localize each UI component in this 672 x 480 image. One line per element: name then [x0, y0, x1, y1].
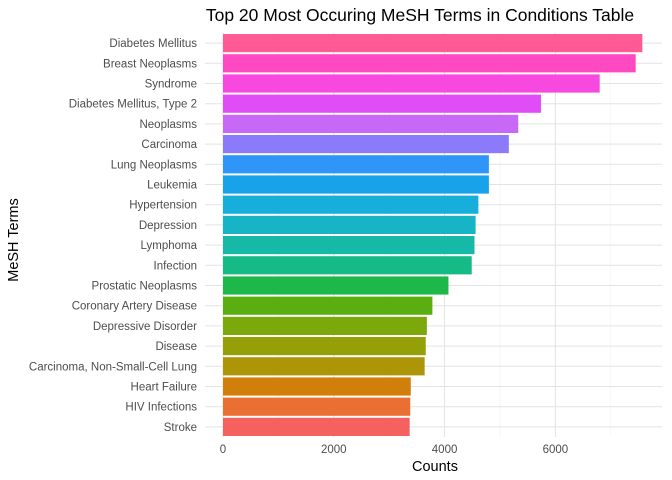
x-tick-label: 2000	[321, 444, 347, 456]
bar-diabetes-mellitus	[223, 34, 643, 53]
y-tick-label: Carcinoma	[141, 139, 197, 151]
y-tick-label: Diabetes Mellitus	[109, 38, 197, 50]
x-tick-label: 4000	[432, 444, 458, 456]
y-tick-label: Heart Failure	[131, 382, 197, 394]
y-axis-title: MeSH Terms	[6, 198, 22, 282]
bar-prostatic-neoplasms	[223, 276, 449, 295]
x-axis-title: Counts	[412, 459, 458, 475]
bar-lymphoma	[223, 236, 475, 255]
y-tick-label: Prostatic Neoplasms	[92, 281, 198, 293]
bar-infection	[223, 256, 472, 275]
bar-syndrome	[223, 74, 600, 93]
bar-coronary-artery-disease	[223, 296, 433, 315]
bar-disease	[223, 337, 426, 356]
x-tick-label: 6000	[543, 444, 569, 456]
bar-depression	[223, 215, 476, 234]
bar-neoplasms	[223, 114, 519, 133]
y-tick-label: Breast Neoplasms	[103, 58, 197, 70]
bar-stroke	[223, 417, 410, 436]
bar-leukemia	[223, 175, 489, 194]
bar-carcinoma	[223, 135, 509, 154]
y-tick-label: Lymphoma	[141, 240, 198, 252]
y-tick-label: Carcinoma, Non-Small-Cell Lung	[29, 361, 197, 373]
chart-title: Top 20 Most Occuring MeSH Terms in Condi…	[206, 5, 634, 25]
y-tick-label: Coronary Artery Disease	[72, 301, 197, 313]
y-tick-label: Infection	[154, 260, 197, 272]
y-tick-label: Depressive Disorder	[93, 321, 197, 333]
y-tick-label: HIV Infections	[125, 402, 197, 414]
bar-diabetes-mellitus-type-2	[223, 94, 541, 113]
bar-lung-neoplasms	[223, 155, 489, 174]
bar-carcinoma-non-small-cell-lung	[223, 357, 425, 376]
bar-depressive-disorder	[223, 316, 427, 335]
bar-hypertension	[223, 195, 479, 214]
y-tick-label: Leukemia	[147, 180, 197, 192]
y-tick-label: Stroke	[164, 422, 197, 434]
y-tick-label: Depression	[139, 220, 197, 232]
y-tick-label: Diabetes Mellitus, Type 2	[69, 99, 197, 111]
x-tick-label: 0	[220, 444, 226, 456]
y-tick-label: Lung Neoplasms	[111, 159, 198, 171]
bar-breast-neoplasms	[223, 54, 636, 73]
y-tick-label: Hypertension	[129, 200, 197, 212]
y-tick-labels: Diabetes Mellitus Breast Neoplasms Syndrom…	[29, 38, 198, 434]
x-tick-labels: 0 2000 4000 6000	[220, 444, 568, 456]
y-tick-label: Syndrome	[145, 79, 197, 91]
bar-hiv-infections	[223, 397, 411, 416]
y-tick-label: Disease	[155, 341, 197, 353]
y-tick-label: Neoplasms	[139, 119, 197, 131]
plot-panel	[205, 33, 662, 437]
bar-heart-failure	[223, 377, 411, 396]
bars	[223, 34, 643, 436]
